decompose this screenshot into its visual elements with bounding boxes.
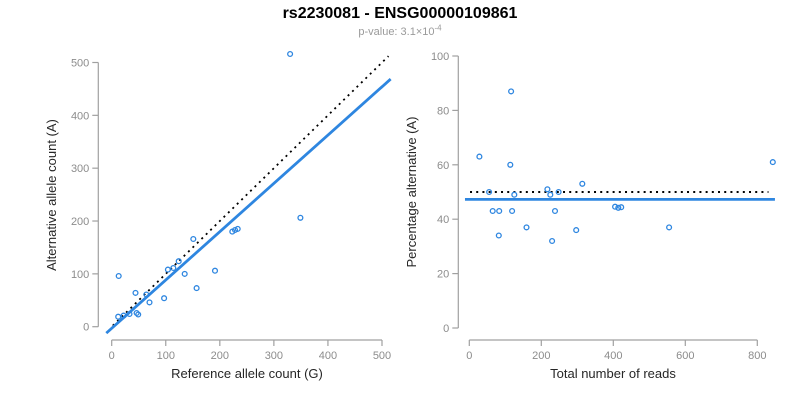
x-tick-label: 0 bbox=[466, 350, 472, 362]
right-x-axis-title: Total number of reads bbox=[550, 366, 676, 381]
data-point bbox=[164, 266, 171, 273]
y-tick-label: 40 bbox=[437, 214, 449, 226]
data-point bbox=[544, 186, 551, 193]
y-tick-label: 200 bbox=[71, 216, 89, 228]
data-point bbox=[769, 159, 776, 166]
data-point bbox=[615, 204, 622, 211]
data-point bbox=[175, 258, 182, 265]
x-tick-label: 0 bbox=[109, 350, 115, 362]
y-tick-label: 100 bbox=[431, 51, 449, 63]
data-point bbox=[297, 214, 304, 221]
x-tick-label: 100 bbox=[157, 350, 175, 362]
data-point bbox=[115, 313, 122, 320]
x-tick-label: 300 bbox=[265, 350, 283, 362]
50-percent-identity-line bbox=[112, 55, 390, 327]
x-tick-label: 200 bbox=[211, 350, 229, 362]
data-point bbox=[496, 207, 503, 215]
fitted-line bbox=[105, 78, 392, 335]
subtitle-text: p-value: 3.1×10 bbox=[358, 26, 435, 38]
data-point bbox=[555, 188, 562, 196]
figure-subtitle: p-value: 3.1×10-4 bbox=[0, 23, 800, 38]
data-point bbox=[181, 270, 188, 277]
y-tick-label: 60 bbox=[437, 160, 449, 172]
x-tick-label: 800 bbox=[748, 350, 766, 362]
data-point bbox=[495, 232, 502, 239]
data-point bbox=[666, 224, 673, 231]
data-point bbox=[287, 50, 294, 58]
x-tick-label: 400 bbox=[604, 350, 622, 362]
data-point bbox=[143, 291, 150, 298]
data-point bbox=[508, 88, 515, 95]
x-tick-label: 600 bbox=[676, 350, 694, 362]
x-tick-label: 200 bbox=[532, 350, 550, 362]
subtitle-exponent: -4 bbox=[434, 23, 442, 33]
y-tick-label: 400 bbox=[71, 110, 89, 122]
data-point bbox=[146, 299, 153, 306]
data-point bbox=[547, 191, 554, 198]
y-tick-label: 300 bbox=[71, 163, 89, 175]
data-point bbox=[486, 188, 493, 196]
y-tick-label: 20 bbox=[437, 269, 449, 281]
right-y-axis-title: Percentage alternative (A) bbox=[404, 116, 419, 267]
data-point bbox=[126, 310, 133, 318]
data-point bbox=[115, 272, 122, 280]
y-tick-label: 0 bbox=[443, 323, 449, 335]
data-point bbox=[549, 237, 556, 245]
data-point bbox=[489, 207, 496, 215]
data-point bbox=[234, 225, 241, 232]
data-point bbox=[573, 227, 580, 234]
y-tick-label: 100 bbox=[71, 269, 89, 281]
x-tick-label: 400 bbox=[319, 350, 337, 362]
data-point bbox=[161, 295, 168, 302]
data-point bbox=[132, 289, 139, 296]
data-point bbox=[135, 311, 142, 318]
data-point bbox=[618, 204, 625, 211]
data-point bbox=[579, 180, 586, 187]
data-point bbox=[190, 235, 197, 243]
data-point bbox=[523, 224, 530, 231]
data-point bbox=[211, 267, 219, 274]
left-x-axis-title: Reference allele count (G) bbox=[171, 366, 323, 381]
data-point bbox=[476, 153, 483, 160]
data-point bbox=[507, 161, 514, 168]
x-tick-label: 500 bbox=[373, 350, 391, 362]
figure-title: rs2230081 - ENSG00000109861 bbox=[282, 5, 518, 22]
data-point bbox=[509, 207, 516, 215]
data-point bbox=[193, 285, 200, 292]
data-point bbox=[511, 191, 518, 198]
data-point bbox=[612, 203, 619, 210]
y-tick-label: 500 bbox=[71, 58, 89, 70]
left-y-axis-title: Alternative allele count (A) bbox=[44, 119, 59, 271]
y-tick-label: 0 bbox=[83, 322, 89, 334]
data-point bbox=[170, 264, 177, 272]
data-point bbox=[551, 207, 559, 215]
y-tick-label: 80 bbox=[437, 105, 449, 117]
data-point bbox=[120, 312, 127, 319]
